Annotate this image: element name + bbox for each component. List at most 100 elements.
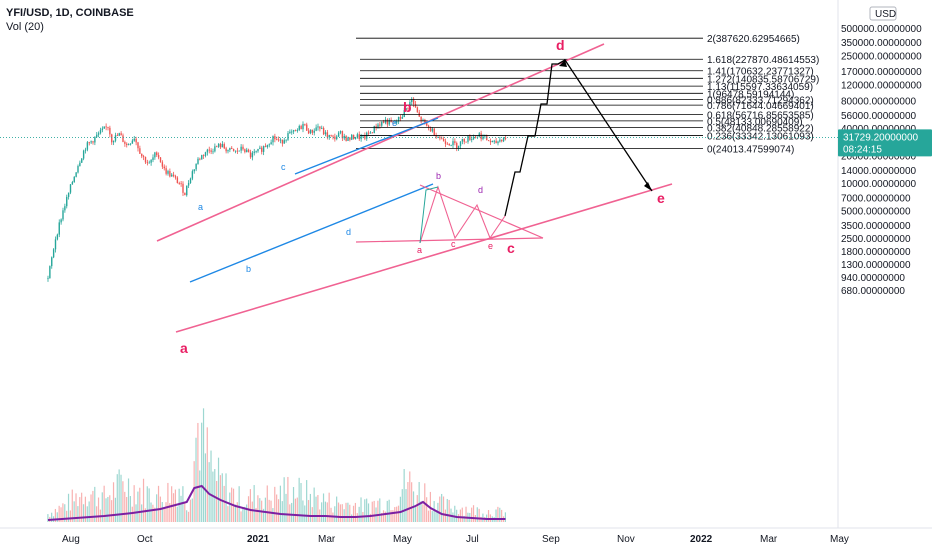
candle-body [289, 131, 291, 134]
time-tick-label: Nov [617, 534, 635, 545]
candle-body [259, 147, 261, 149]
candle-body [371, 132, 374, 134]
volume-bar [291, 502, 293, 522]
volume-bar [127, 478, 130, 522]
fib-level-label: 1.272(140835.58706729) [707, 74, 819, 85]
candle-body [242, 146, 244, 150]
price-tick-label: 14000.00000000 [841, 166, 917, 177]
wave-label-small: a [198, 202, 203, 212]
volume-bar [122, 481, 124, 522]
candle-body [84, 149, 87, 151]
wave-label-large: c [507, 240, 515, 256]
volume-bar [334, 506, 336, 522]
candle-body [283, 140, 285, 144]
price-tick-label: 3500.00000000 [841, 221, 911, 232]
fib-level-label: 0.786(71644.04669401) [707, 101, 814, 112]
fibonacci-extension-layer: 2(387620.62954665) 1.618(227870.48614553)… [356, 34, 819, 155]
candle-body [281, 139, 284, 144]
volume-bar [242, 508, 244, 522]
candle-body [354, 137, 357, 140]
volume-bar [427, 510, 430, 522]
candle-body [499, 139, 501, 142]
candle-body [431, 128, 434, 132]
candle-body [172, 174, 175, 177]
candle-body [169, 171, 171, 177]
price-tick-label: 1300.00000000 [841, 260, 911, 271]
volume-bar [67, 493, 70, 522]
wave-label-large: e [657, 190, 665, 206]
candle-body [249, 152, 252, 158]
candle-body [358, 134, 360, 140]
volume-bar [96, 506, 98, 522]
candle-body [403, 110, 405, 118]
price-tick-label: 80000.00000000 [841, 97, 917, 108]
volume-bar [214, 469, 216, 522]
volume-bar [82, 504, 85, 522]
time-tick-label: 2021 [247, 534, 270, 545]
candle-body [122, 135, 124, 142]
volume-bar [446, 498, 448, 522]
candle-body [184, 192, 186, 196]
volume-bar [461, 507, 463, 522]
candle-body [92, 141, 94, 143]
candle-body [411, 98, 413, 102]
candle-body [322, 127, 325, 135]
fib-level-label: 0.382(40848.28558922) [707, 123, 814, 134]
candle-body [171, 174, 173, 177]
volume-bar [144, 508, 146, 522]
volume-bar [351, 514, 353, 522]
volume-layer [47, 408, 506, 522]
last-price-badge-bg [838, 129, 932, 157]
volume-bar [64, 504, 66, 522]
volume-bar [199, 470, 201, 522]
volume-bar [236, 502, 238, 522]
volume-bar [94, 486, 96, 522]
candle-body [302, 123, 304, 130]
candle-body [319, 126, 321, 129]
volume-bar [326, 502, 328, 522]
volume-bar [178, 488, 180, 522]
volume-bar [313, 487, 315, 522]
candle-body [246, 149, 248, 153]
candle-body [426, 122, 428, 126]
candle-body [307, 130, 310, 134]
candle-body [274, 136, 276, 140]
candle-body [369, 132, 372, 134]
candle-body [429, 127, 432, 132]
grid-layer [0, 0, 932, 529]
candle-body [476, 136, 479, 138]
volume-bar [304, 505, 306, 522]
candle-body [474, 136, 477, 138]
candle-body [461, 138, 464, 142]
volume-bar [399, 496, 401, 522]
volume-bar [439, 496, 441, 522]
candle-body [268, 144, 270, 146]
fib-level-label: 0.886(82333.71294362) [707, 96, 814, 107]
fib-level-label: 1.41(170632.23771327) [707, 67, 814, 78]
volume-bar [382, 510, 385, 522]
candle-body [379, 124, 381, 126]
candle-body [491, 140, 494, 143]
inner-channel-upper [294, 117, 439, 175]
volume-bar [225, 473, 227, 522]
price-tick-label: 56000.00000000 [841, 111, 917, 122]
candle-body [300, 126, 302, 130]
volume-bar [294, 498, 296, 522]
triangle-base-line [355, 237, 544, 243]
channel-lower-line [175, 183, 673, 333]
volume-bar [227, 506, 229, 522]
time-axis[interactable]: Aug Oct 2021 Mar May Jul Sep Nov 2022 Mar May [62, 534, 849, 545]
volume-bar [276, 494, 278, 522]
candle-body [217, 143, 220, 147]
volume-bar [433, 501, 435, 522]
volume-bar [120, 474, 122, 522]
volume-bar [435, 512, 437, 522]
volume-bar [253, 485, 255, 522]
candle-body [441, 138, 443, 140]
candle-body [264, 146, 267, 148]
candle-body [306, 124, 308, 131]
candle-body [135, 138, 137, 143]
volume-bar [386, 500, 388, 522]
volume-bar [163, 507, 165, 522]
